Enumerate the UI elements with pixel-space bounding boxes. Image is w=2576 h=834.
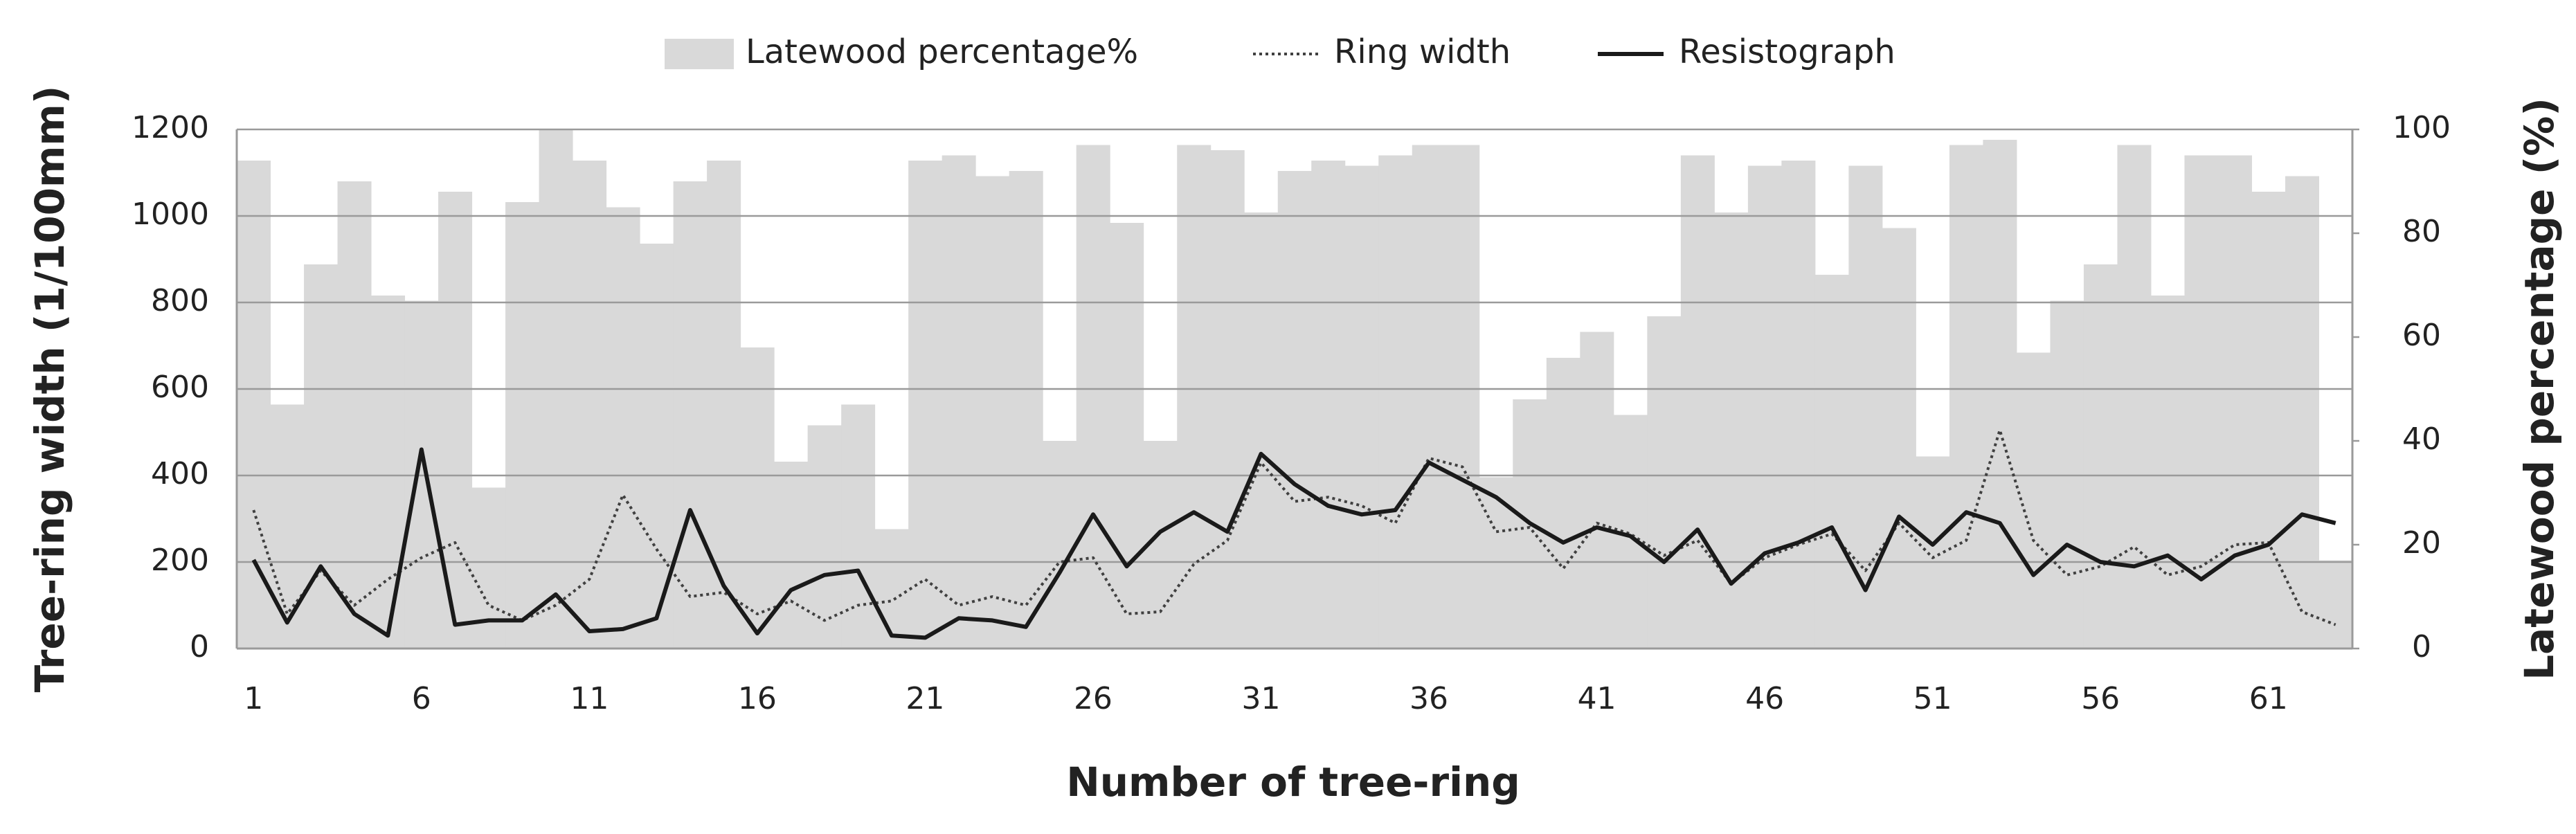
y2-tick-label: 20 [2402, 525, 2441, 561]
x-tick-label: 21 [906, 681, 944, 716]
bar [1378, 155, 1413, 649]
x-tick-label: 11 [570, 681, 609, 716]
bar [505, 202, 540, 649]
y-tick-label: 800 [151, 283, 209, 318]
bar [2318, 560, 2353, 649]
grid [235, 128, 2359, 650]
bar [2184, 155, 2219, 649]
legend-swatch [665, 39, 734, 69]
bar [1110, 223, 1144, 649]
bar [2016, 352, 2051, 649]
y2-tick-label: 80 [2402, 214, 2441, 249]
bar [2083, 264, 2118, 649]
bar [942, 155, 976, 649]
x-tick-label: 61 [2249, 681, 2288, 716]
bar [975, 176, 1010, 649]
x-tick-label: 46 [1745, 681, 1784, 716]
bar [2217, 155, 2252, 649]
bar [304, 264, 339, 649]
y-tick-label: 1200 [132, 110, 209, 145]
legend-label: Ring width [1334, 33, 1511, 71]
bar [1983, 140, 2017, 649]
bar [740, 347, 775, 649]
bar [573, 161, 607, 649]
x-tick-label: 41 [1578, 681, 1616, 716]
y2-tick-label: 0 [2412, 629, 2431, 664]
x-tick-label: 36 [1409, 681, 1448, 716]
bar [1210, 150, 1245, 649]
y-tick-label: 400 [151, 456, 209, 491]
bar [1244, 212, 1279, 649]
bar [1277, 171, 1312, 649]
bar [337, 181, 372, 649]
x-tick-label: 56 [2081, 681, 2120, 716]
bar [237, 161, 271, 649]
bar [371, 296, 406, 649]
y2-tick-label: 60 [2402, 318, 2441, 353]
bar [673, 181, 708, 649]
bar [908, 161, 943, 649]
bar [270, 404, 305, 649]
x-tick-label: 6 [412, 681, 431, 716]
x-tick-label: 51 [1913, 681, 1952, 716]
bar [2285, 176, 2319, 649]
bar [1412, 145, 1446, 649]
y-tick-label: 0 [190, 629, 209, 664]
bar [471, 487, 506, 649]
bar [438, 192, 473, 649]
bar [2117, 145, 2152, 649]
bar [1311, 161, 1346, 649]
y-tick-label: 600 [151, 370, 209, 405]
bar [640, 244, 674, 649]
legend-label: Latewood percentage% [746, 33, 1138, 71]
bar [2150, 296, 2185, 649]
bar [1680, 155, 1715, 649]
bar [1647, 316, 1682, 649]
data-line [252, 428, 2336, 626]
bar [1747, 165, 1782, 649]
bar [1009, 171, 1043, 649]
y-tick-label: 200 [151, 543, 209, 578]
y-axis-title: Tree-ring width (1/100mm) [26, 86, 73, 693]
bar [1848, 165, 1883, 649]
bar [2251, 192, 2286, 649]
bar [1177, 145, 1212, 649]
bar [1580, 332, 1614, 649]
y2-tick-label: 100 [2393, 110, 2451, 145]
lines [251, 428, 2336, 640]
bar [1781, 161, 1816, 649]
bar [1546, 358, 1580, 649]
x-tick-label: 31 [1241, 681, 1280, 716]
bar [807, 425, 842, 649]
bar [1043, 441, 1077, 649]
y2-tick-label: 40 [2402, 421, 2441, 457]
bar [874, 529, 909, 649]
bar [1445, 145, 1480, 649]
bar [774, 462, 809, 649]
bar [606, 207, 640, 649]
y-tick-label: 1000 [132, 197, 209, 232]
x-tick-label: 26 [1074, 681, 1113, 716]
x-axis-title: Number of tree-ring [1066, 759, 1520, 806]
bar [1882, 228, 1916, 649]
bar [1344, 165, 1379, 649]
y2-axis-title: Latewood percentage (%) [2516, 98, 2563, 680]
bar [841, 404, 876, 649]
bar [1076, 145, 1110, 649]
x-tick-label: 16 [738, 681, 777, 716]
bar [1814, 275, 1849, 649]
x-tick-label: 1 [244, 681, 263, 716]
legend-label: Resistograph [1679, 33, 1895, 71]
data-line [251, 447, 2336, 640]
bar [1949, 145, 1983, 649]
bar [707, 161, 741, 649]
